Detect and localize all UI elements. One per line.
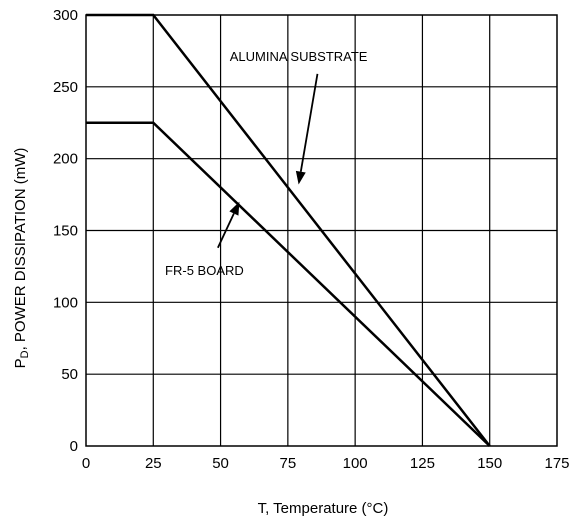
annotation-arrow-head-2 [229,201,240,216]
y-axis-title: PD, POWER DISSIPATION (mW) [12,148,31,369]
annotation-arrow-shaft-2 [217,213,235,249]
y-axis-title-rest: , POWER DISSIPATION (mW) [12,148,29,351]
x-tick-label-125: 125 [410,455,435,472]
x-tick-label-100: 100 [343,455,368,472]
y-tick-label-250: 250 [53,79,78,96]
y-tick-label-50: 50 [61,366,78,383]
x-tick-label-150: 150 [477,455,502,472]
y-tick-label-0: 0 [70,438,78,455]
annotation-label-2: FR-5 BOARD [165,263,244,278]
x-tick-label-175: 175 [544,455,569,472]
x-tick-label-50: 50 [212,455,229,472]
annotations: ALUMINA SUBSTRATE FR-5 BOARD [165,49,368,278]
x-tick-label-0: 0 [82,455,90,472]
x-axis-title: T, Temperature (°C) [258,500,389,517]
y-axis-title-subscript: D [19,350,31,358]
y-tick-label-150: 150 [53,223,78,240]
x-tick-label-75: 75 [280,455,297,472]
y-tick-label-100: 100 [53,294,78,311]
y-tick-label-300: 300 [53,7,78,24]
plot-frame [85,14,558,447]
annotation-arrow-shaft-1 [299,73,319,172]
y-tick-label-200: 200 [53,151,78,168]
annotation-label-1: ALUMINA SUBSTRATE [230,49,368,64]
series-line-2 [86,121,491,447]
y-axis-title-main: P [12,358,29,368]
annotation-arrow-head-1 [295,170,306,185]
tick-labels: 0 25 50 75 100 125 150 175 0 50 100 150 200 250 300 [53,7,570,472]
x-tick-label-25: 25 [145,455,162,472]
